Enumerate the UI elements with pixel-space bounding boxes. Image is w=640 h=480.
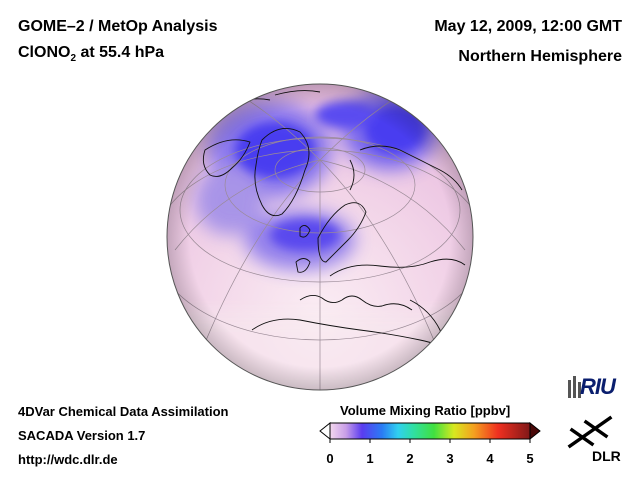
region-label: Northern Hemisphere (458, 48, 622, 65)
colorbar-min-arrow (319, 421, 331, 441)
date-time: May 12, 2009, 12:00 GMT (434, 18, 622, 35)
colorbar-ramp (329, 422, 531, 440)
globe-outline (166, 83, 474, 391)
dlr-logo-text: DLR (592, 448, 621, 464)
riu-logo-icon (568, 376, 581, 398)
title-line1: GOME–2 / MetOp Analysis (18, 18, 218, 35)
colorbar-tick-1: 1 (366, 451, 374, 466)
dlr-logo-icon (567, 415, 613, 449)
colorbar-tick-0: 0 (326, 451, 334, 466)
colorbar (319, 421, 541, 443)
colorbar-tick-5: 5 (526, 451, 534, 466)
pressure-level: at 55.4 hPa (76, 44, 165, 61)
colorbar-max-arrow (529, 421, 541, 441)
colorbar-tick-4: 4 (486, 451, 494, 466)
colorbar-tick-2: 2 (406, 451, 414, 466)
riu-logo-text: RIU (580, 374, 616, 399)
globe-shading (167, 84, 473, 390)
footer-version: SACADA Version 1.7 (18, 428, 146, 443)
species-title: ClONO2 at 55.4 hPa (18, 44, 164, 64)
species-name: ClONO (18, 44, 71, 61)
colorbar-ticks (329, 439, 531, 443)
species-subscript: 2 (70, 53, 77, 65)
colorbar-tick-3: 3 (446, 451, 454, 466)
colorbar-title: Volume Mixing Ratio [ppbv] (340, 403, 511, 418)
footer-url: http://wdc.dlr.de (18, 452, 118, 467)
footer-method: 4DVar Chemical Data Assimilation (18, 404, 229, 419)
globe-map (166, 83, 474, 391)
